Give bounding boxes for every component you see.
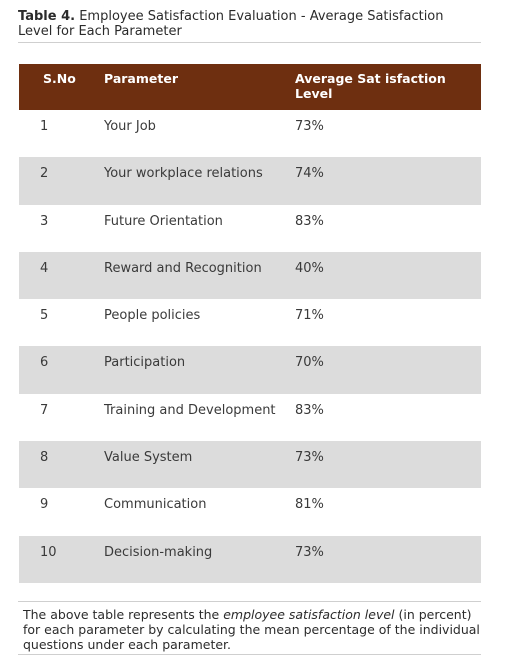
note-top-divider (18, 601, 481, 602)
table-row: 10 Decision-making 73% (19, 535, 481, 583)
cell-level: 74% (295, 166, 324, 182)
note-text-before: The above table represents the (23, 607, 224, 622)
top-divider (18, 42, 481, 43)
cell-level: 40% (295, 260, 324, 276)
header-sno: S.No (43, 71, 76, 86)
cell-level: 83% (295, 213, 324, 229)
table-row: 3 Future Orientation 83% (19, 205, 481, 252)
table-row: 8 Value System 73% (19, 441, 481, 489)
cell-sno: 2 (40, 166, 49, 182)
cell-level: 73% (295, 544, 324, 560)
header-average-level: Average Sat isfaction Level (295, 71, 446, 101)
table-row: 7 Training and Development 83% (19, 394, 481, 441)
table-row: 5 People policies 71% (19, 299, 481, 346)
cell-parameter: Your workplace relations (104, 166, 263, 182)
cell-parameter: Future Orientation (104, 213, 223, 229)
table-row: 6 Participation 70% (19, 346, 481, 394)
header-parameter: Parameter (104, 71, 178, 86)
cell-sno: 4 (40, 260, 49, 276)
table-row: 2 Your workplace relations 74% (19, 157, 481, 205)
note-text-after: (in percent) for each parameter by calcu… (23, 607, 480, 652)
cell-parameter: People policies (104, 308, 201, 324)
cell-sno: 5 (40, 308, 49, 324)
table-caption-label: Table 4. (18, 9, 76, 24)
cell-parameter: Reward and Recognition (104, 260, 262, 276)
cell-sno: 9 (40, 497, 49, 513)
table-header-row: S.No Parameter Average Sat isfaction Lev… (19, 64, 481, 110)
cell-parameter: Value System (104, 450, 193, 466)
table-note: The above table represents the employee … (23, 607, 483, 652)
cell-parameter: Training and Development (104, 402, 276, 418)
satisfaction-table: S.No Parameter Average Sat isfaction Lev… (19, 64, 481, 583)
cell-parameter: Communication (104, 497, 207, 513)
table-caption: Table 4. Employee Satisfaction Evaluatio… (18, 9, 480, 39)
table-row: 1 Your Job 73% (19, 110, 481, 157)
cell-parameter: Decision-making (104, 544, 213, 560)
table-row: 4 Reward and Recognition 40% (19, 251, 481, 300)
cell-level: 81% (295, 497, 324, 513)
cell-sno: 1 (40, 119, 49, 134)
cell-sno: 3 (40, 213, 49, 229)
cell-level: 73% (295, 119, 324, 134)
cell-sno: 8 (40, 450, 49, 466)
table-caption-text: Employee Satisfaction Evaluation - Avera… (18, 9, 444, 39)
cell-sno: 7 (40, 402, 49, 418)
cell-level: 83% (295, 402, 324, 418)
cell-level: 70% (295, 355, 324, 371)
cell-level: 71% (295, 308, 324, 324)
cell-sno: 10 (40, 544, 57, 560)
cell-parameter: Participation (104, 355, 186, 371)
cell-parameter: Your Job (104, 119, 156, 134)
cell-level: 73% (295, 450, 324, 466)
table-row: 9 Communication 81% (19, 488, 481, 535)
note-emphasis: employee satisfaction level (223, 607, 395, 622)
cell-sno: 6 (40, 355, 49, 371)
bottom-divider (18, 654, 481, 655)
